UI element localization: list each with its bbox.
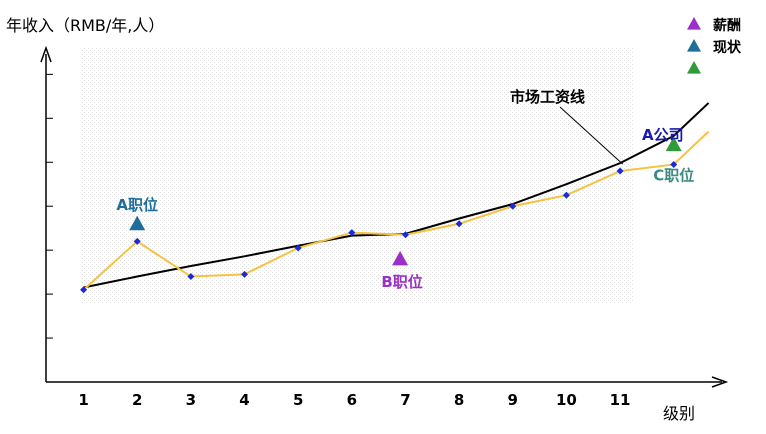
x-tick-label: 11 — [610, 391, 631, 409]
y-axis-arrow — [40, 45, 52, 63]
x-tick-label: 4 — [239, 391, 249, 409]
position-marker-label: C职位 — [653, 167, 694, 185]
company-point — [670, 160, 678, 168]
position-marker-label: A职位 — [116, 196, 158, 214]
legend-label: 现状 — [713, 39, 742, 56]
position-marker — [392, 250, 409, 266]
x-tick-label: 7 — [400, 391, 410, 409]
x-tick-label: 9 — [508, 391, 518, 409]
company-point — [294, 244, 302, 252]
legend-label: 薪酬 — [713, 17, 741, 34]
company-points — [80, 160, 678, 294]
x-axis-arrow — [711, 376, 729, 388]
x-ticks: 1 2 3 4 5 6 7 8 9 10 11 — [78, 391, 630, 409]
x-axis-title: 级别 — [663, 404, 695, 423]
company-point — [509, 202, 517, 210]
market-line-callout — [559, 106, 624, 165]
position-markers: A职位 B职位 C职位 — [116, 136, 694, 291]
company-point — [241, 270, 249, 278]
plot-backdrop — [82, 48, 634, 304]
market-line-label: 市场工资线 — [510, 88, 585, 106]
axes — [40, 45, 729, 388]
legend-marker — [687, 17, 701, 30]
company-point — [348, 229, 356, 237]
x-tick-label: 8 — [454, 391, 464, 409]
position-marker-label: B职位 — [381, 273, 422, 291]
x-tick-label: 2 — [132, 391, 142, 409]
y-ticks — [46, 73, 53, 339]
legend-marker — [687, 61, 701, 74]
x-tick-label: 1 — [78, 391, 88, 409]
x-tick-label: 6 — [347, 391, 357, 409]
company-point — [187, 273, 195, 281]
company-point — [401, 231, 409, 239]
legend-marker — [687, 39, 701, 52]
x-tick-label: 10 — [556, 391, 577, 409]
company-line-label: A公司 — [642, 126, 684, 144]
company-point — [562, 191, 570, 199]
x-tick-label: 3 — [186, 391, 196, 409]
position-marker — [129, 215, 146, 231]
position-marker — [665, 136, 682, 152]
company-point — [80, 286, 88, 294]
y-axis-title: 年收入（RMB/年,人） — [6, 16, 164, 35]
company-point — [133, 237, 141, 245]
company-point — [455, 220, 463, 228]
company-point — [616, 167, 624, 175]
x-tick-label: 5 — [293, 391, 303, 409]
